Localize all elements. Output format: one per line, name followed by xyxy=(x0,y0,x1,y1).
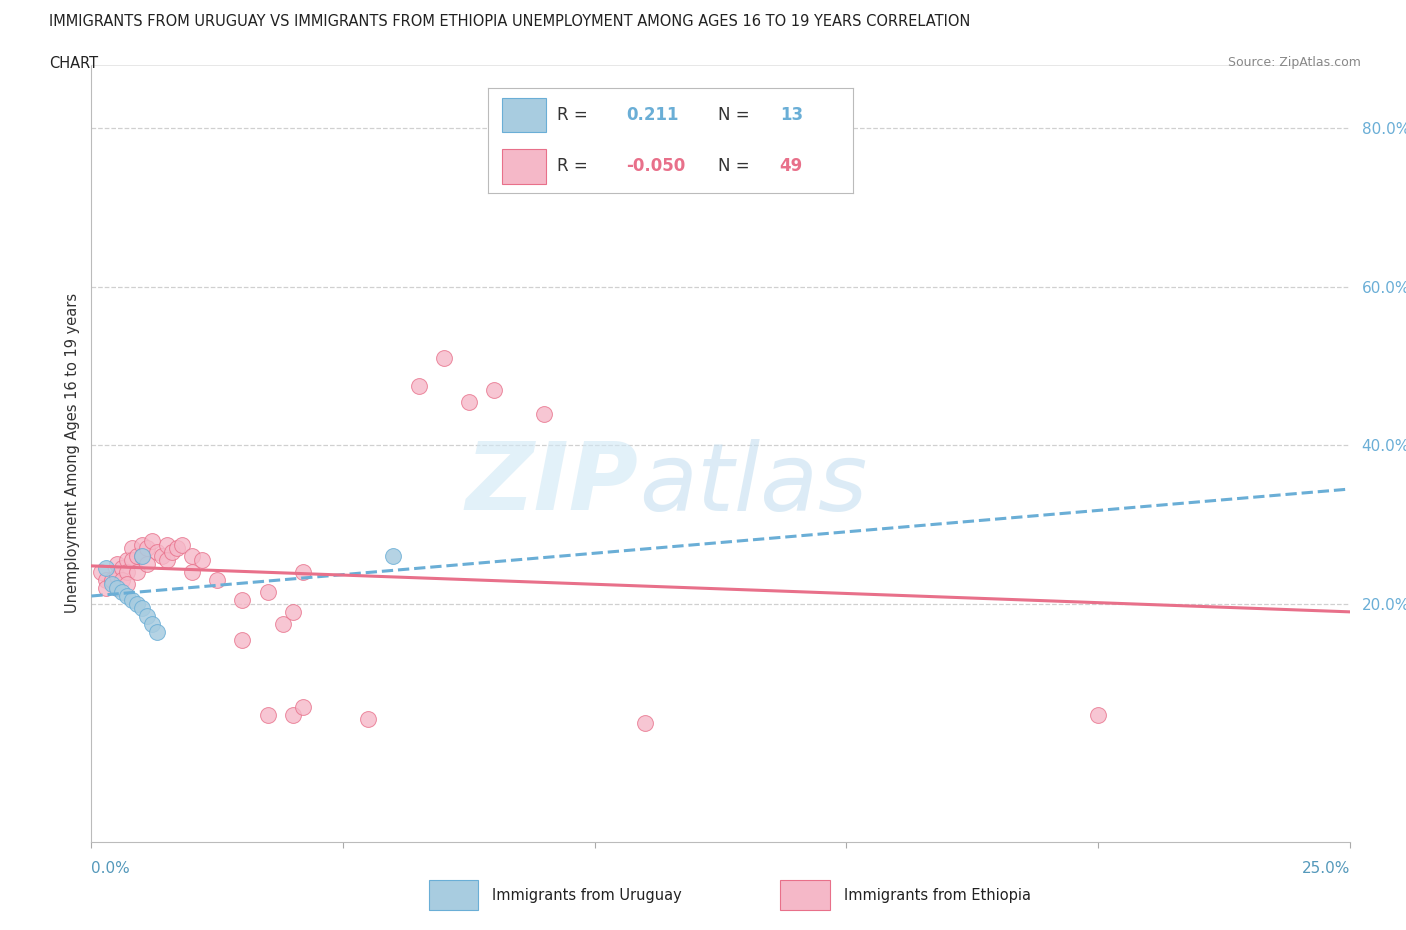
Text: Immigrants from Uruguay: Immigrants from Uruguay xyxy=(492,887,682,903)
Text: IMMIGRANTS FROM URUGUAY VS IMMIGRANTS FROM ETHIOPIA UNEMPLOYMENT AMONG AGES 16 T: IMMIGRANTS FROM URUGUAY VS IMMIGRANTS FR… xyxy=(49,14,970,29)
Text: CHART: CHART xyxy=(49,56,98,71)
Point xyxy=(457,394,479,409)
Point xyxy=(100,577,122,591)
Point xyxy=(115,577,138,591)
Text: R =: R = xyxy=(557,106,588,124)
Point xyxy=(231,592,253,607)
Point xyxy=(357,711,380,726)
Point xyxy=(100,573,122,588)
Text: -0.050: -0.050 xyxy=(627,157,686,176)
Point xyxy=(135,557,157,572)
Point xyxy=(131,549,153,564)
Y-axis label: Unemployment Among Ages 16 to 19 years: Unemployment Among Ages 16 to 19 years xyxy=(65,293,80,614)
Point xyxy=(156,537,179,551)
Point xyxy=(125,596,148,611)
Text: atlas: atlas xyxy=(638,439,868,530)
Point xyxy=(281,708,304,723)
Point xyxy=(271,617,294,631)
Point xyxy=(408,379,430,393)
Point xyxy=(256,585,278,600)
Point xyxy=(156,553,179,568)
Point xyxy=(131,601,153,616)
Point xyxy=(191,553,214,568)
Point xyxy=(433,351,456,365)
Point xyxy=(125,565,148,579)
Point xyxy=(105,557,128,572)
Point xyxy=(115,553,138,568)
Point xyxy=(160,545,183,560)
Point xyxy=(110,573,132,588)
Text: Source: ZipAtlas.com: Source: ZipAtlas.com xyxy=(1227,56,1361,69)
Point xyxy=(121,553,143,568)
Point xyxy=(96,580,118,595)
Point xyxy=(291,565,314,579)
Point xyxy=(482,382,505,397)
Point xyxy=(205,573,228,588)
Point xyxy=(150,549,173,564)
Point xyxy=(105,569,128,584)
Text: 49: 49 xyxy=(780,157,803,176)
Point xyxy=(291,699,314,714)
Point xyxy=(166,541,188,556)
Point xyxy=(141,617,163,631)
Text: ZIP: ZIP xyxy=(465,438,638,530)
Point xyxy=(105,580,128,595)
FancyBboxPatch shape xyxy=(502,149,546,184)
Point xyxy=(634,715,657,730)
Point xyxy=(125,549,148,564)
Point xyxy=(146,624,169,639)
Point xyxy=(181,549,204,564)
Text: 0.211: 0.211 xyxy=(627,106,679,124)
Text: Immigrants from Ethiopia: Immigrants from Ethiopia xyxy=(844,887,1031,903)
Text: 13: 13 xyxy=(780,106,803,124)
Point xyxy=(231,632,253,647)
Point xyxy=(281,604,304,619)
Point xyxy=(121,592,143,607)
Point xyxy=(135,541,157,556)
Point xyxy=(131,549,153,564)
Point xyxy=(170,537,193,551)
FancyBboxPatch shape xyxy=(429,880,478,910)
Point xyxy=(256,708,278,723)
Point xyxy=(146,545,169,560)
Text: 25.0%: 25.0% xyxy=(1302,861,1350,876)
Point xyxy=(533,406,555,421)
Point xyxy=(90,565,112,579)
Point xyxy=(110,585,132,600)
Point xyxy=(96,573,118,588)
Point xyxy=(96,561,118,576)
Point xyxy=(131,537,153,551)
Point xyxy=(115,589,138,604)
Point xyxy=(382,549,405,564)
Point xyxy=(105,580,128,595)
FancyBboxPatch shape xyxy=(502,98,546,132)
Point xyxy=(181,565,204,579)
Text: N =: N = xyxy=(717,157,749,176)
Point xyxy=(141,533,163,548)
Point xyxy=(121,541,143,556)
Text: N =: N = xyxy=(717,106,749,124)
Text: 0.0%: 0.0% xyxy=(91,861,131,876)
Point xyxy=(1087,708,1109,723)
Text: R =: R = xyxy=(557,157,588,176)
Point xyxy=(135,608,157,623)
Point xyxy=(115,565,138,579)
FancyBboxPatch shape xyxy=(780,880,830,910)
Point xyxy=(110,561,132,576)
